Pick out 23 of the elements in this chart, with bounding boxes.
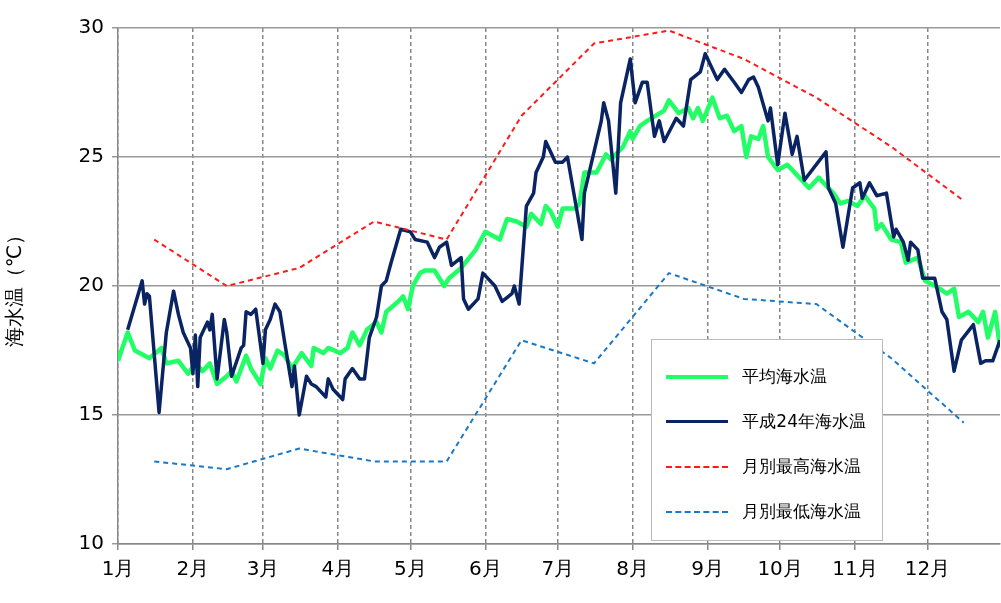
x-tick-label: 11月 — [832, 556, 878, 581]
legend-label: 月別最高海水温 — [742, 455, 862, 478]
x-tick-label: 1月 — [101, 556, 135, 581]
y-tick-label: 30 — [78, 14, 104, 39]
x-tick-label: 2月 — [176, 556, 210, 581]
x-tick-label: 9月 — [691, 556, 724, 581]
x-tick-label: 12月 — [904, 556, 951, 581]
legend-label: 平均海水温 — [742, 365, 828, 388]
x-tick-label: 7月 — [541, 556, 575, 581]
y-tick-label: 25 — [78, 143, 104, 168]
y-tick-label: 15 — [78, 401, 104, 426]
x-tick-label: 6月 — [468, 556, 502, 581]
legend-label: 月別最低海水温 — [742, 500, 862, 523]
x-tick-label: 10月 — [757, 556, 803, 581]
x-tick-label: 8月 — [616, 556, 650, 581]
y-axis-title: 海水温（℃） — [2, 224, 27, 348]
legend-label: 平成24年海水温 — [742, 410, 866, 433]
x-tick-label: 5月 — [394, 556, 427, 581]
x-tick-label: 4月 — [321, 556, 355, 581]
y-tick-label: 10 — [78, 530, 104, 555]
line-series — [153, 29, 965, 287]
x-tick-label: 3月 — [246, 556, 280, 581]
y-tick-label: 20 — [78, 272, 104, 297]
